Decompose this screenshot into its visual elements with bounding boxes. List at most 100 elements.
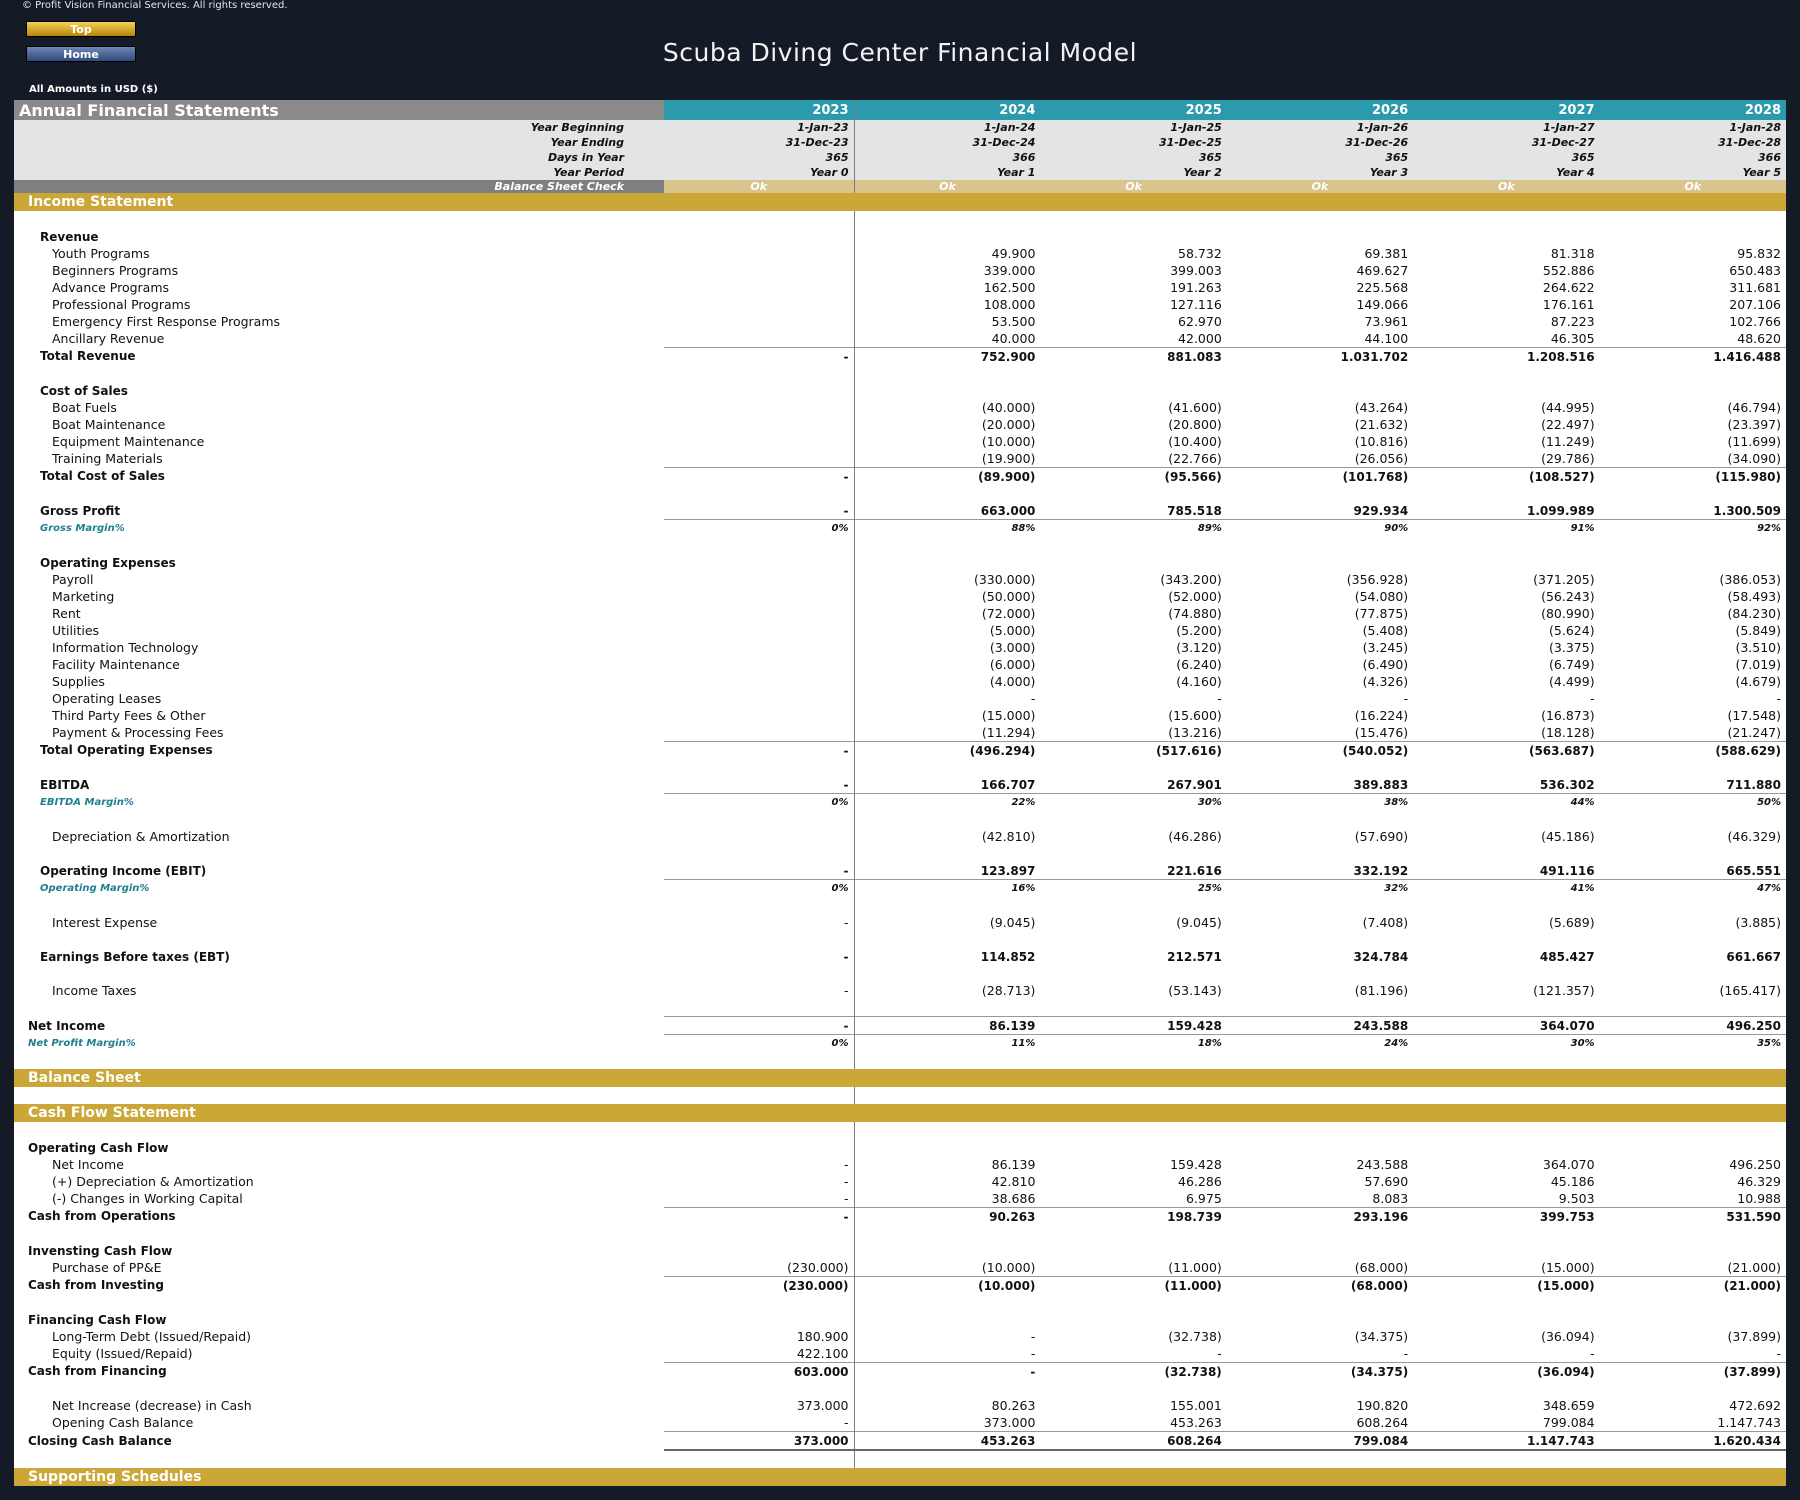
row-value: 799.084 [1226, 1431, 1414, 1451]
spacer-cell [1226, 1380, 1414, 1397]
row-label: Training Materials [14, 450, 665, 468]
row-value: (11.249) [1413, 433, 1600, 450]
row-value: (23.397) [1599, 416, 1786, 433]
spacer-cell [14, 365, 665, 382]
row-value: (46.286) [1040, 828, 1227, 845]
row-value: (16.224) [1226, 707, 1414, 724]
row-value [1226, 1242, 1414, 1259]
spacer-cell [854, 1225, 1041, 1242]
top-button[interactable]: Top [26, 21, 136, 37]
table-row: Third Party Fees & Other (15.000) (15.600)… [14, 707, 1786, 724]
table-row: Marketing (50.000) (52.000) (54.080) (56.243… [14, 588, 1786, 605]
spacer-cell [1040, 811, 1227, 828]
row-value: (80.990) [1413, 605, 1600, 622]
row-label: Net Income [14, 1156, 665, 1173]
spacer-cell [1226, 1450, 1414, 1468]
row-label: Advance Programs [14, 279, 665, 296]
row-value: (4.499) [1413, 673, 1600, 690]
meta-value: 31-Dec-25 [1040, 135, 1227, 150]
financial-table-body: Annual Financial Statements 2023 2024 2025 2… [14, 100, 1786, 1486]
row-value: 399.003 [1040, 262, 1227, 279]
row-value: 86.139 [854, 1156, 1041, 1173]
spacer-cell [1599, 999, 1786, 1017]
spacer-cell [1413, 1450, 1600, 1468]
row-value: (165.417) [1599, 982, 1786, 999]
table-row: EBITDA -166.707 267.901 389.883 536.302 711.8… [14, 776, 1786, 794]
spacer-cell [854, 931, 1041, 948]
meta-value: 31-Dec-23 [664, 135, 855, 150]
spacer-cell [664, 1225, 855, 1242]
row-value [1599, 1311, 1786, 1328]
spacer-cell [854, 485, 1041, 502]
row-value [1599, 1242, 1786, 1259]
spacer-cell [1413, 485, 1600, 502]
row-value: (44.995) [1413, 399, 1600, 416]
row-label: Ancillary Revenue [14, 330, 665, 348]
spacer-cell [1226, 811, 1414, 828]
spacer-cell [1413, 811, 1600, 828]
row-value: (230.000) [664, 1259, 855, 1277]
row-value: - [1413, 1345, 1600, 1363]
row-value: 38.686 [854, 1190, 1041, 1208]
spacer-cell [1413, 931, 1600, 948]
row-value: (10.816) [1226, 433, 1414, 450]
spacer-row [14, 1225, 1786, 1242]
meta-value: 365 [1226, 150, 1414, 165]
row-value: 190.820 [1226, 1397, 1414, 1414]
row-value: 92% [1599, 519, 1786, 537]
row-value: (15.000) [1413, 1259, 1600, 1277]
row-value: (6.749) [1413, 656, 1600, 673]
table-row: Utilities (5.000) (5.200) (5.408) (5.624) (5.… [14, 622, 1786, 639]
row-value: - [1040, 1345, 1227, 1363]
row-value: 663.000 [854, 502, 1041, 520]
row-value: - [1599, 1345, 1786, 1363]
row-value: 69.381 [1226, 245, 1414, 262]
row-label: Operating Cash Flow [14, 1139, 665, 1156]
row-value: 711.880 [1599, 776, 1786, 794]
row-value: 373.000 [854, 1414, 1041, 1432]
row-value [1413, 228, 1600, 245]
meta-value: 365 [1040, 150, 1227, 165]
row-value: 212.571 [1040, 948, 1227, 965]
row-label: Earnings Before taxes (EBT) [14, 948, 665, 965]
row-value: - [664, 914, 855, 931]
days-in-year-row: Days in Year 365 366 365 365 365 366 [14, 150, 1786, 165]
row-value: (28.713) [854, 982, 1041, 999]
row-label: EBITDA Margin% [14, 793, 665, 811]
row-value: 44.100 [1226, 330, 1414, 348]
row-value: 159.428 [1040, 1156, 1227, 1173]
row-value: - [664, 1173, 855, 1190]
spacer-cell [1226, 1052, 1414, 1069]
row-value: (108.527) [1413, 467, 1600, 485]
row-value: (36.094) [1413, 1362, 1600, 1380]
row-value: 496.250 [1599, 1156, 1786, 1173]
row-value: 1.099.989 [1413, 502, 1600, 520]
row-value [664, 554, 855, 571]
row-value: 799.084 [1413, 1414, 1600, 1432]
row-label: Purchase of PP&E [14, 1259, 665, 1277]
currency-note: All Amounts in USD ($) [29, 84, 158, 95]
meta-value: 31-Dec-27 [1413, 135, 1600, 150]
home-button[interactable]: Home [26, 46, 136, 62]
year-header: 2025 [1040, 100, 1227, 120]
meta-value: 1-Jan-25 [1040, 120, 1227, 135]
row-value: 1.208.516 [1413, 347, 1600, 365]
spacer-cell [854, 759, 1041, 776]
spacer-cell [664, 1052, 855, 1069]
row-value [1599, 554, 1786, 571]
table-row: Facility Maintenance (6.000) (6.240) (6.490… [14, 656, 1786, 673]
meta-value: Year 5 [1599, 165, 1786, 180]
spacer-cell [854, 811, 1041, 828]
spacer-cell [14, 1294, 665, 1311]
row-value: 665.551 [1599, 862, 1786, 880]
row-value: (56.243) [1413, 588, 1600, 605]
row-value: - [664, 741, 855, 759]
spacer-cell [1226, 1294, 1414, 1311]
page-title: Scuba Diving Center Financial Model [662, 38, 1138, 67]
spacer-cell [854, 845, 1041, 862]
row-value: (15.000) [854, 707, 1041, 724]
spacer-cell [1226, 485, 1414, 502]
table-row: Advance Programs 162.500 191.263 225.568 264… [14, 279, 1786, 296]
spacer-cell [14, 1087, 665, 1104]
spacer-cell [1226, 1087, 1414, 1104]
